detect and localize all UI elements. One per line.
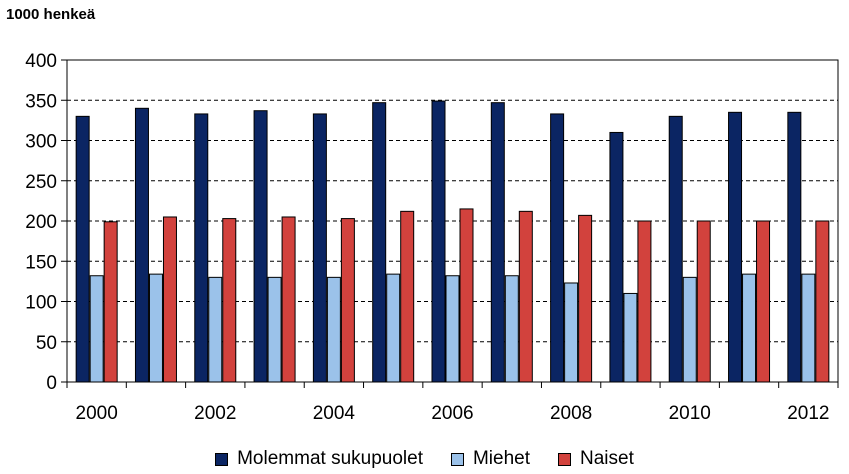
- bar-molemmat: [312, 113, 327, 383]
- bar-naiset: [637, 220, 652, 383]
- bar-molemmat: [75, 115, 90, 383]
- bar-miehet: [267, 276, 282, 383]
- bar-naiset: [103, 221, 118, 383]
- bar-miehet: [504, 275, 519, 383]
- bar-miehet: [89, 275, 104, 383]
- bar-miehet: [801, 273, 816, 383]
- x-tick-label: 2010: [669, 403, 711, 424]
- bar-molemmat: [253, 110, 268, 383]
- bar-molemmat: [194, 113, 209, 383]
- bar-molemmat: [134, 107, 149, 383]
- x-tick-label: 2012: [787, 403, 829, 424]
- bar-molemmat: [609, 131, 624, 383]
- bar-naiset: [400, 210, 415, 383]
- y-tick-label: 50: [36, 333, 57, 354]
- chart-legend: Molemmat sukupuolet Miehet Naiset: [0, 448, 849, 470]
- x-tick-label: 2000: [76, 403, 118, 424]
- y-tick-label: 150: [25, 252, 57, 273]
- legend-swatch: [558, 452, 572, 466]
- bar-molemmat: [550, 113, 565, 383]
- bar-miehet: [208, 276, 223, 383]
- bar-chart: 0 50 100 150 200 250 300 350 400 2000 2002 2004 2006…: [25, 51, 839, 424]
- x-tick-label: 2004: [313, 403, 356, 424]
- bar-naiset: [696, 220, 711, 383]
- y-tick-label: 400: [25, 51, 57, 72]
- bar-naiset: [815, 220, 830, 383]
- legend-label: Miehet: [472, 448, 531, 469]
- legend-label: Molemmat sukupuolet: [237, 448, 423, 469]
- bar-molemmat: [728, 111, 743, 383]
- y-tick-label: 200: [25, 212, 57, 233]
- bar-miehet: [623, 292, 638, 383]
- bar-molemmat: [668, 115, 683, 383]
- legend-item: Naiset: [558, 448, 634, 470]
- bar-naiset: [222, 218, 237, 383]
- bar-naiset: [459, 208, 474, 383]
- y-tick-label: 100: [25, 293, 57, 314]
- legend-item: Molemmat sukupuolet: [215, 448, 423, 470]
- bar-naiset: [340, 218, 355, 383]
- bar-molemmat: [431, 100, 446, 383]
- x-tick-label: 2008: [550, 403, 592, 424]
- bar-naiset: [518, 210, 533, 383]
- bar-naiset: [281, 216, 296, 383]
- y-tick-label: 250: [25, 172, 57, 193]
- bar-miehet: [564, 282, 579, 383]
- bar-naiset: [578, 214, 593, 383]
- bar-naiset: [756, 220, 771, 383]
- x-tick-label: 2006: [431, 403, 473, 424]
- bar-molemmat: [787, 111, 802, 383]
- legend-swatch: [450, 452, 464, 466]
- bar-miehet: [148, 273, 163, 383]
- bar-miehet: [742, 273, 757, 383]
- bar-molemmat: [490, 102, 505, 383]
- y-unit-label: 1000 henkeä: [6, 6, 96, 23]
- y-tick-label: 0: [46, 373, 57, 394]
- legend-label: Naiset: [580, 448, 634, 469]
- bar-miehet: [682, 276, 697, 383]
- bar-miehet: [445, 275, 460, 383]
- legend-swatch: [215, 452, 229, 466]
- y-tick-label: 350: [25, 91, 57, 112]
- x-tick-label: 2002: [194, 403, 236, 424]
- y-tick-label: 300: [25, 132, 57, 153]
- legend-item: Miehet: [450, 448, 531, 470]
- bar-miehet: [386, 273, 401, 383]
- bar-molemmat: [372, 102, 387, 383]
- bar-naiset: [162, 216, 177, 383]
- bar-miehet: [326, 276, 341, 383]
